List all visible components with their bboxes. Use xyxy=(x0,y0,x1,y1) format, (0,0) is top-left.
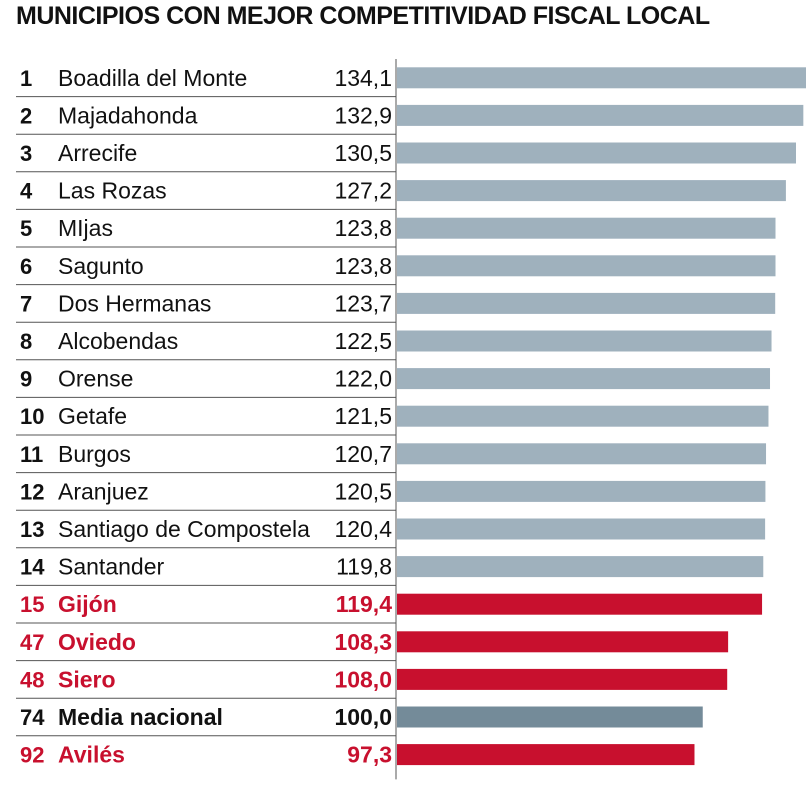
bar xyxy=(397,706,703,728)
data-label: 123,7 xyxy=(334,290,392,316)
rank-label: 10 xyxy=(20,404,44,429)
rank-label: 13 xyxy=(20,517,44,542)
bar xyxy=(397,292,776,314)
bar xyxy=(397,180,786,202)
data-label: 119,8 xyxy=(336,554,392,580)
data-label: 97,3 xyxy=(347,742,392,768)
chart-row: 7 Dos Hermanas 123,7 xyxy=(16,290,776,323)
chart-row: 14 Santander 119,8 xyxy=(16,554,764,586)
bar xyxy=(397,142,796,164)
chart-row: 92 Avilés 97,3 xyxy=(20,742,695,768)
data-label: 122,0 xyxy=(334,366,392,392)
rank-label: 74 xyxy=(20,705,45,730)
category-label: Oviedo xyxy=(58,629,136,655)
chart-row: 4 Las Rozas 127,2 xyxy=(16,178,786,210)
bar xyxy=(397,518,766,540)
bar xyxy=(397,556,764,578)
category-label: Majadahonda xyxy=(58,102,198,128)
category-label: Siero xyxy=(58,666,116,692)
chart-row: 11 Burgos 120,7 xyxy=(16,441,767,474)
rank-label: 2 xyxy=(20,103,32,128)
chart-row: 48 Siero 108,0 xyxy=(16,666,728,699)
data-label: 100,0 xyxy=(334,704,392,730)
bar xyxy=(397,67,806,89)
chart-row: 6 Sagunto 123,8 xyxy=(16,253,776,286)
category-label: Orense xyxy=(58,366,133,392)
bar xyxy=(397,668,728,690)
rank-label: 48 xyxy=(20,667,44,692)
rank-label: 14 xyxy=(20,555,45,580)
data-label: 122,5 xyxy=(334,328,392,354)
category-label: Boadilla del Monte xyxy=(58,65,247,91)
rank-label: 6 xyxy=(20,254,32,279)
category-label: Aranjuez xyxy=(58,478,149,504)
chart-row: 5 MIjas 123,8 xyxy=(16,215,776,248)
chart-row: 10 Getafe 121,5 xyxy=(16,403,769,436)
data-label: 120,4 xyxy=(334,516,392,542)
category-label: Santiago de Compostela xyxy=(58,516,310,542)
chart-row: 13 Santiago de Compostela 120,4 xyxy=(16,516,766,549)
rank-label: 8 xyxy=(20,329,32,354)
bar xyxy=(397,744,695,766)
category-label: Gijón xyxy=(58,591,117,617)
category-label: Getafe xyxy=(58,403,127,429)
bar xyxy=(397,480,766,502)
data-label: 130,5 xyxy=(334,140,392,166)
chart-row: 12 Aranjuez 120,5 xyxy=(16,478,766,511)
category-label: MIjas xyxy=(58,215,113,241)
bar xyxy=(397,368,771,390)
data-label: 108,0 xyxy=(334,666,392,692)
chart-title: MUNICIPIOS CON MEJOR COMPETITIVIDAD FISC… xyxy=(16,2,710,30)
rank-label: 3 xyxy=(20,141,32,166)
chart-row: 9 Orense 122,0 xyxy=(16,366,771,398)
bar xyxy=(397,255,776,277)
rank-label: 11 xyxy=(20,442,43,467)
category-label: Arrecife xyxy=(58,140,137,166)
data-label: 119,4 xyxy=(336,591,392,617)
data-label: 120,7 xyxy=(334,441,392,467)
category-label: Dos Hermanas xyxy=(58,290,211,316)
chart-row: 47 Oviedo 108,3 xyxy=(16,629,729,662)
chart-row: 1 Boadilla del Monte 134,1 xyxy=(16,65,806,98)
chart-row: 2 Majadahonda 132,9 xyxy=(16,102,804,135)
category-label: Media nacional xyxy=(58,704,223,730)
category-label: Las Rozas xyxy=(58,178,167,204)
rank-label: 1 xyxy=(20,66,32,91)
rank-label: 7 xyxy=(20,291,32,316)
category-label: Avilés xyxy=(58,742,125,768)
rank-label: 47 xyxy=(20,630,44,655)
bar xyxy=(397,443,767,465)
chart-row: 8 Alcobendas 122,5 xyxy=(16,328,772,361)
category-label: Alcobendas xyxy=(58,328,178,354)
category-label: Sagunto xyxy=(58,253,144,279)
bar xyxy=(397,631,729,653)
data-label: 127,2 xyxy=(334,178,392,204)
bar xyxy=(397,330,772,352)
data-label: 132,9 xyxy=(334,102,392,128)
rank-label: 4 xyxy=(20,179,33,204)
bar xyxy=(397,104,804,126)
chart-row: 74 Media nacional 100,0 xyxy=(16,704,703,737)
rank-label: 15 xyxy=(20,592,44,617)
bar xyxy=(397,593,763,615)
rank-label: 5 xyxy=(20,216,32,241)
rank-label: 92 xyxy=(20,743,44,768)
data-label: 121,5 xyxy=(334,403,392,429)
data-label: 134,1 xyxy=(334,65,392,91)
bar xyxy=(397,405,769,427)
data-label: 108,3 xyxy=(334,629,392,655)
rank-label: 9 xyxy=(20,367,32,392)
bar xyxy=(397,217,776,239)
category-label: Santander xyxy=(58,554,164,580)
chart-row: 3 Arrecife 130,5 xyxy=(16,140,796,173)
data-label: 123,8 xyxy=(334,253,392,279)
rank-label: 12 xyxy=(20,479,44,504)
data-label: 120,5 xyxy=(334,478,392,504)
chart-row: 15 Gijón 119,4 xyxy=(16,591,763,624)
data-label: 123,8 xyxy=(334,215,392,241)
category-label: Burgos xyxy=(58,441,131,467)
